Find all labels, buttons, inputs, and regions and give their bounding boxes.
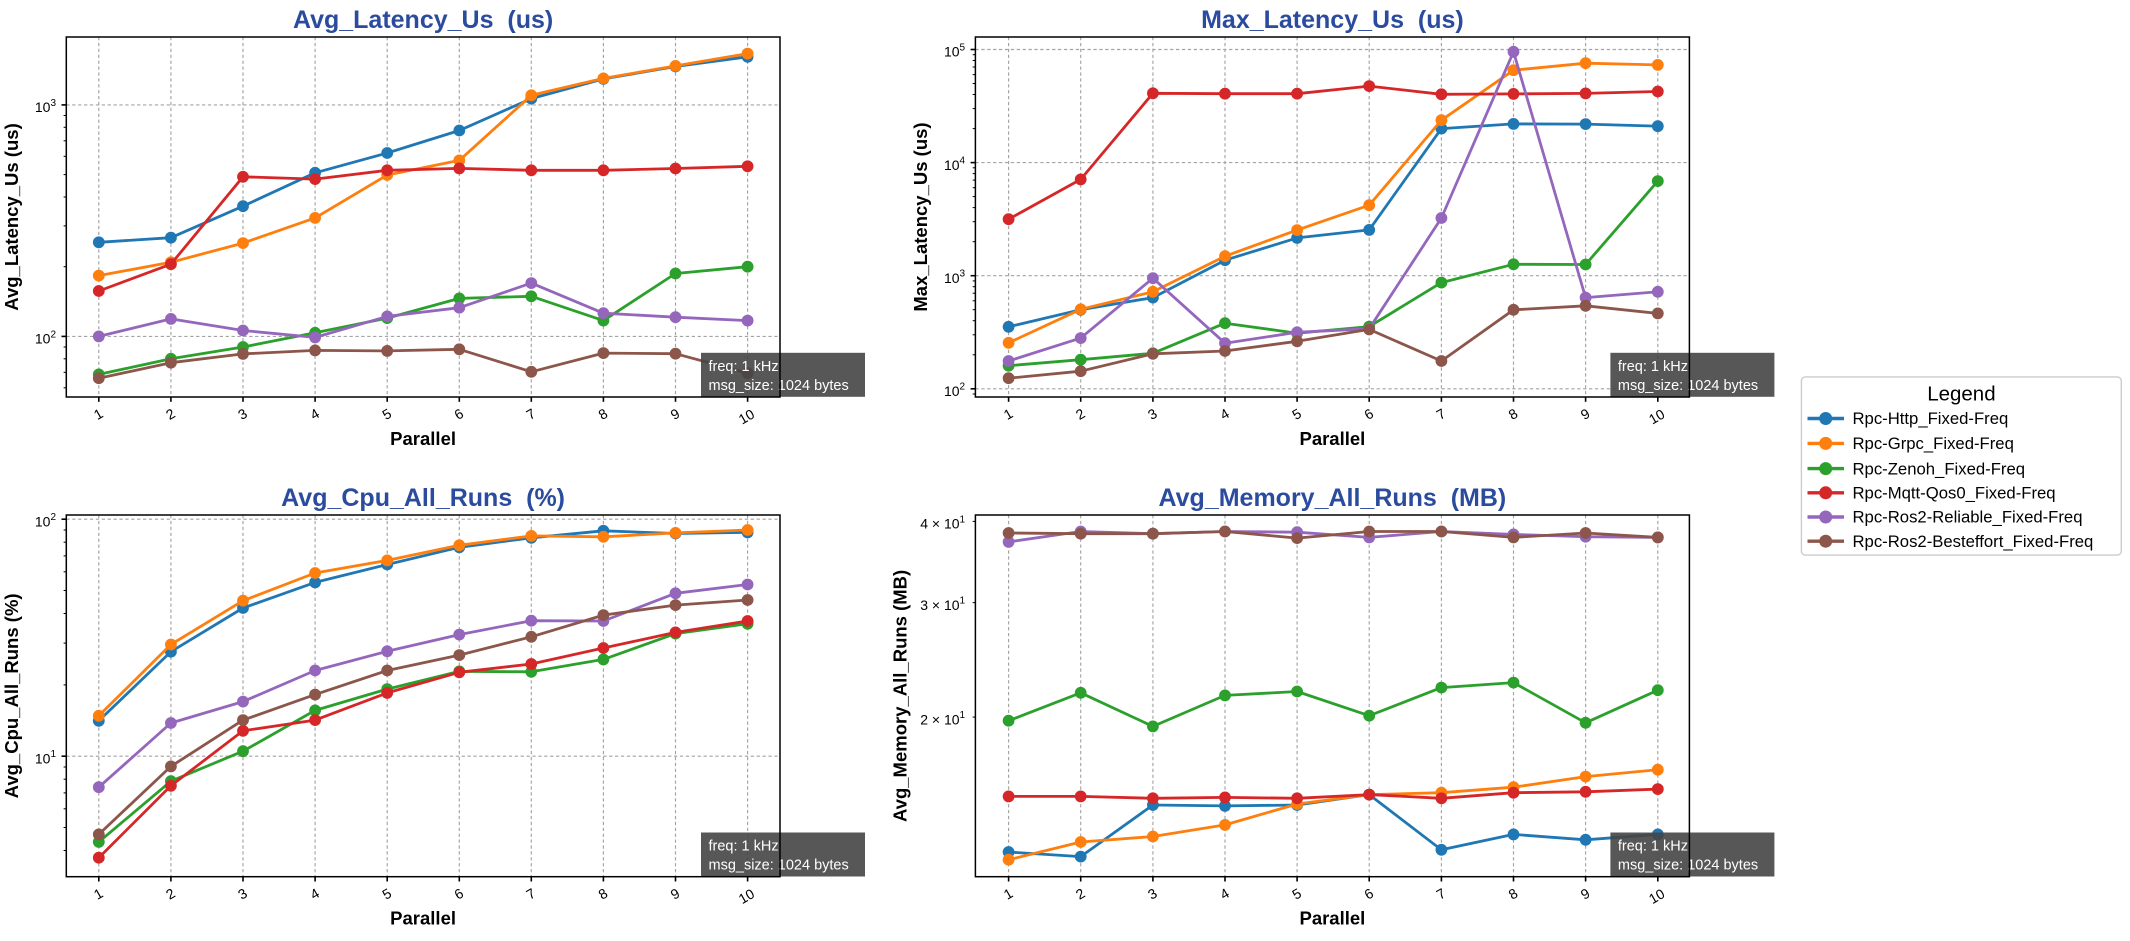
svg-text:Avg_Cpu_All_Runs (%): Avg_Cpu_All_Runs (%)	[281, 484, 565, 512]
svg-text:3 × 101: 3 × 101	[920, 596, 965, 613]
svg-text:Avg_Latency_Us (us): Avg_Latency_Us (us)	[293, 6, 553, 34]
svg-text:Rpc-Mqtt-Qos0_Fixed-Freq: Rpc-Mqtt-Qos0_Fixed-Freq	[1853, 484, 2056, 503]
svg-text:msg_size: 1024 bytes: msg_size: 1024 bytes	[709, 858, 849, 874]
svg-text:10: 10	[1646, 885, 1668, 907]
svg-text:10: 10	[1646, 406, 1668, 428]
svg-text:Max_Latency_Us (us): Max_Latency_Us (us)	[1201, 6, 1464, 34]
svg-text:4 × 101: 4 × 101	[920, 514, 965, 531]
svg-text:Avg_Latency_Us (us): Avg_Latency_Us (us)	[1, 123, 22, 310]
svg-text:2 × 101: 2 × 101	[920, 710, 965, 727]
svg-text:Avg_Memory_All_Runs (MB): Avg_Memory_All_Runs (MB)	[889, 570, 910, 822]
svg-text:Parallel: Parallel	[390, 908, 456, 929]
svg-text:Avg_Cpu_All_Runs (%): Avg_Cpu_All_Runs (%)	[1, 593, 22, 798]
svg-text:freq: 1 kHz: freq: 1 kHz	[709, 359, 779, 375]
svg-text:Parallel: Parallel	[1299, 428, 1365, 449]
svg-text:msg_size: 1024 bytes: msg_size: 1024 bytes	[709, 378, 849, 394]
svg-text:msg_size: 1024 bytes: msg_size: 1024 bytes	[1618, 378, 1758, 394]
svg-text:Avg_Memory_All_Runs (MB): Avg_Memory_All_Runs (MB)	[1159, 484, 1507, 512]
svg-text:Rpc-Zenoh_Fixed-Freq: Rpc-Zenoh_Fixed-Freq	[1853, 459, 2026, 478]
svg-text:Parallel: Parallel	[390, 428, 456, 449]
svg-text:10: 10	[736, 406, 758, 428]
svg-text:freq: 1 kHz: freq: 1 kHz	[709, 839, 779, 855]
svg-text:Rpc-Grpc_Fixed-Freq: Rpc-Grpc_Fixed-Freq	[1853, 434, 2014, 453]
svg-text:Rpc-Ros2-Besteffort_Fixed-Freq: Rpc-Ros2-Besteffort_Fixed-Freq	[1853, 532, 2094, 551]
svg-text:10: 10	[736, 885, 758, 907]
svg-text:msg_size: 1024 bytes: msg_size: 1024 bytes	[1618, 858, 1758, 874]
svg-text:freq: 1 kHz: freq: 1 kHz	[1618, 359, 1688, 375]
svg-text:freq: 1 kHz: freq: 1 kHz	[1618, 839, 1688, 855]
svg-text:Rpc-Ros2-Reliable_Fixed-Freq: Rpc-Ros2-Reliable_Fixed-Freq	[1853, 508, 2083, 527]
svg-text:Max_Latency_Us (us): Max_Latency_Us (us)	[910, 122, 931, 311]
svg-text:Legend: Legend	[1927, 382, 1995, 405]
svg-text:Rpc-Http_Fixed-Freq: Rpc-Http_Fixed-Freq	[1853, 409, 2009, 428]
svg-text:Parallel: Parallel	[1299, 908, 1365, 929]
